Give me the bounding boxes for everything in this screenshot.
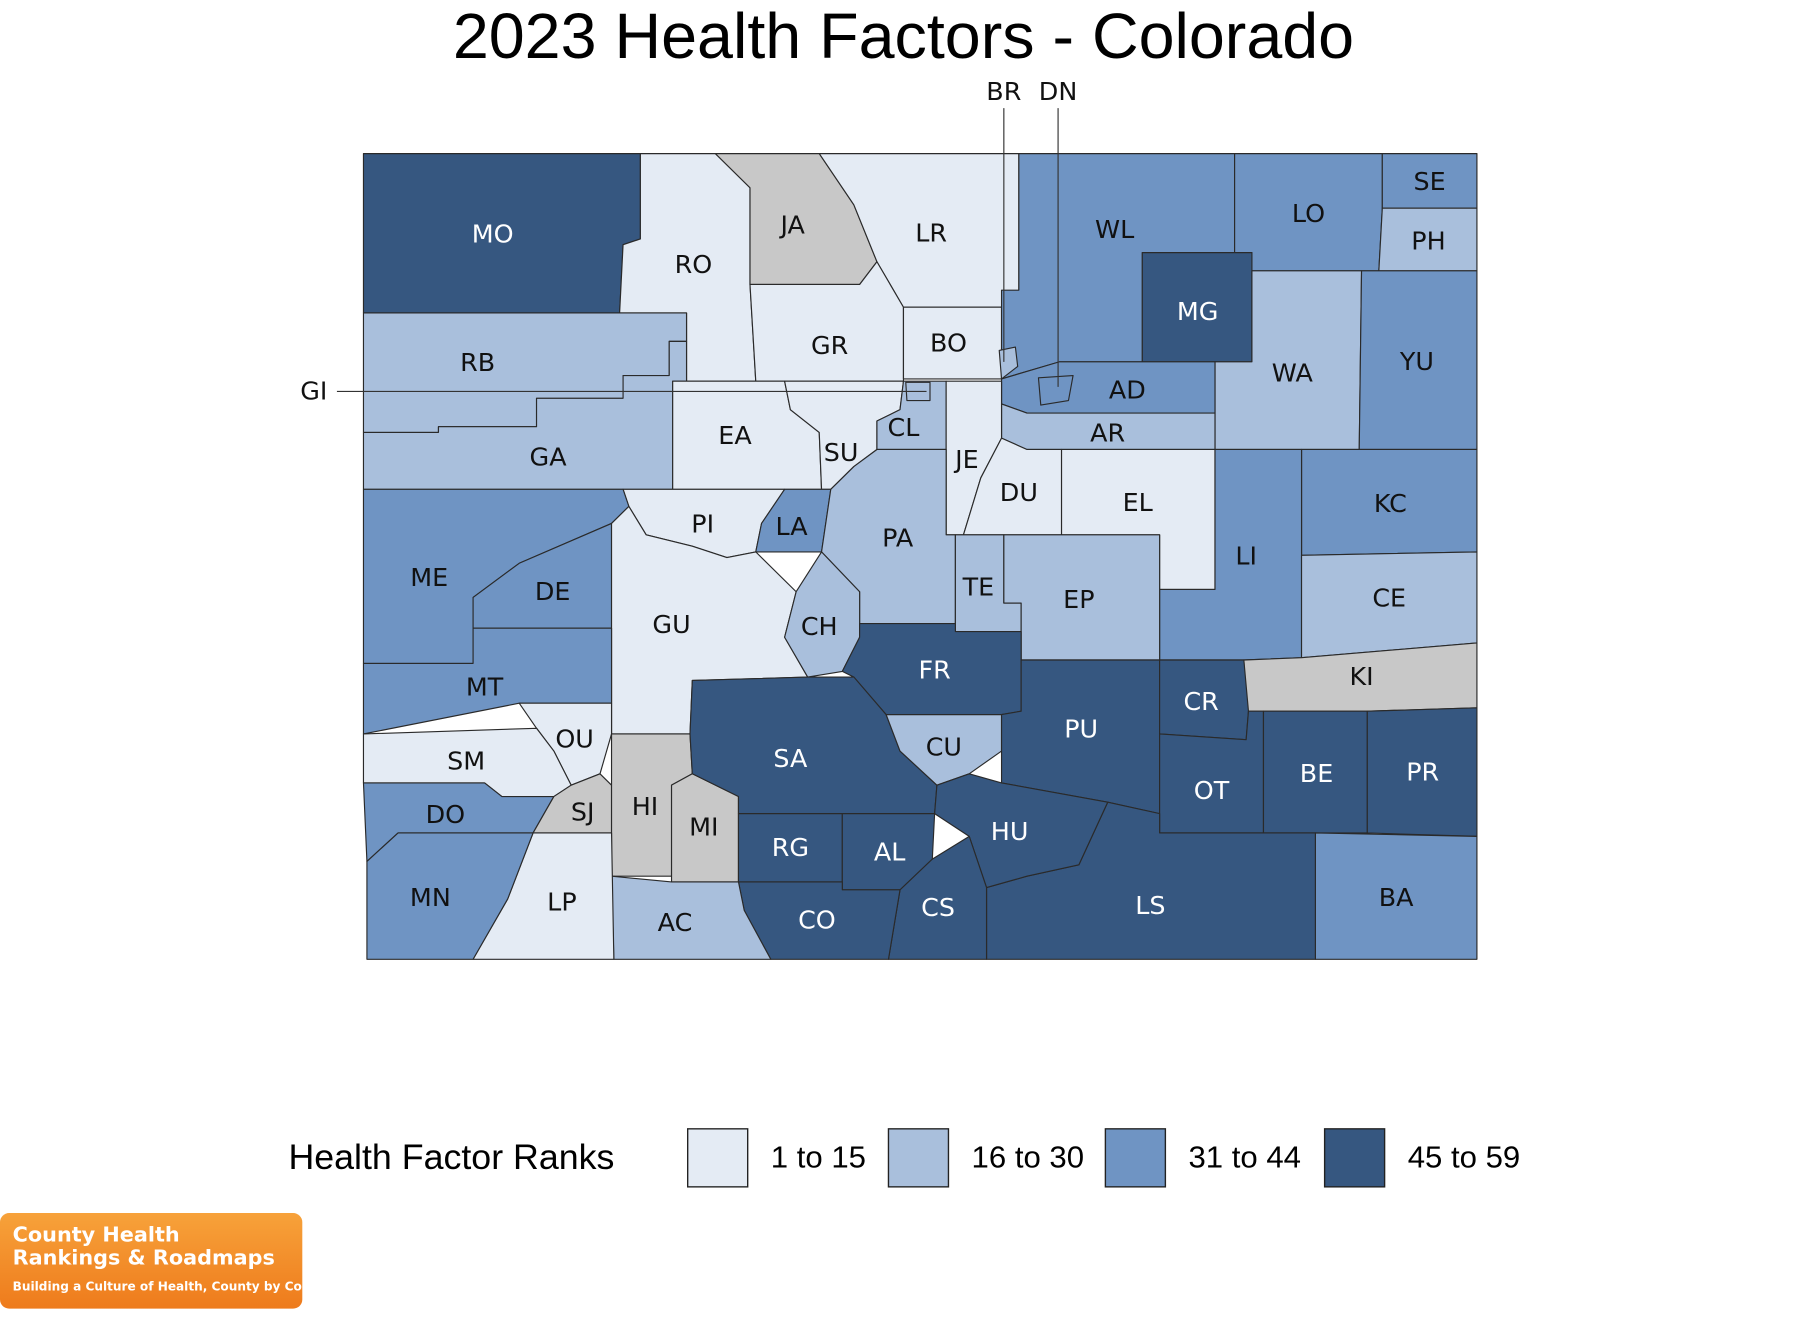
- county-label: AD: [1109, 376, 1146, 405]
- county-label: CR: [1183, 687, 1218, 716]
- county-label: PH: [1411, 226, 1445, 255]
- county-label: LS: [1135, 891, 1165, 920]
- county-label: TE: [962, 572, 995, 601]
- legend-swatch: [686, 1128, 749, 1188]
- county-label: WA: [1272, 358, 1314, 387]
- counties: [362, 153, 1478, 960]
- county: [366, 832, 534, 960]
- county-label: JE: [953, 445, 979, 474]
- logo: County Health Rankings & Roadmaps Buildi…: [0, 1213, 333, 1309]
- county-label: OT: [1194, 776, 1230, 805]
- county-label: CL: [888, 413, 920, 442]
- county-label: HU: [991, 817, 1029, 846]
- county: [934, 773, 1109, 889]
- county-label: HI: [632, 792, 659, 821]
- county-label: CO: [798, 906, 836, 935]
- county-label: OU: [555, 725, 594, 754]
- county-label: LR: [915, 219, 947, 248]
- county-label: KC: [1374, 489, 1407, 518]
- county-label: CH: [801, 612, 838, 641]
- county-label: LO: [1292, 199, 1325, 228]
- logo-line: County Health: [13, 1223, 180, 1247]
- county-label: BE: [1300, 759, 1333, 788]
- legend-label: 31 to 44: [1188, 1140, 1301, 1175]
- county-label: FR: [918, 655, 950, 684]
- county-label: BA: [1379, 883, 1415, 912]
- county-label: PU: [1064, 715, 1098, 744]
- legend-label: 45 to 59: [1408, 1140, 1521, 1175]
- county-labels: MO RO JA LR GR BO WL LO SE PH MG WA YU AD AR RB GA EA SU CL…: [300, 77, 1445, 936]
- county-label: PI: [691, 510, 714, 539]
- title: 2023 Health Factors - Colorado: [453, 0, 1354, 71]
- county-label: RB: [460, 348, 495, 377]
- legend-swatch: [1323, 1128, 1386, 1188]
- legend-swatch: [1104, 1128, 1167, 1188]
- county-label: EP: [1063, 585, 1094, 614]
- logo-badge: [0, 1213, 303, 1309]
- county-label: RG: [772, 833, 809, 862]
- county-label: DO: [426, 800, 466, 829]
- county-label: GI: [300, 377, 327, 406]
- county-label: SA: [773, 744, 808, 773]
- legend-label: 1 to 15: [771, 1140, 866, 1175]
- county-label: MT: [466, 673, 504, 702]
- county-label: BO: [930, 329, 967, 358]
- county-label: EA: [718, 421, 752, 450]
- logo-tagline: Building a Culture of Health, County by …: [13, 1280, 333, 1294]
- county-label: EL: [1123, 488, 1153, 517]
- county-label: BR: [986, 77, 1021, 106]
- county-label: SJ: [571, 798, 595, 827]
- county: [755, 488, 832, 553]
- county-label: SU: [824, 438, 859, 467]
- county-label: MI: [689, 813, 718, 842]
- legend-title: Health Factor Ranks: [288, 1137, 614, 1177]
- county-label: DE: [535, 577, 571, 606]
- logo-line: Rankings & Roadmaps: [13, 1246, 275, 1270]
- county-label: MG: [1177, 297, 1219, 326]
- county-label: PA: [882, 523, 914, 552]
- legend-swatch: [887, 1128, 950, 1188]
- county-label: PR: [1406, 758, 1439, 787]
- county-label: JA: [778, 211, 805, 240]
- county-label: DN: [1039, 77, 1078, 106]
- county-label: RO: [675, 250, 713, 279]
- county-label: WL: [1095, 215, 1134, 244]
- county-label: MN: [410, 883, 451, 912]
- legend: 1 to 15 16 to 30 31 to 44 45 to 59: [686, 1128, 1521, 1188]
- county-label: CS: [921, 893, 955, 922]
- county-label: CE: [1372, 584, 1406, 613]
- county-label: MO: [472, 220, 514, 249]
- county-label: KI: [1349, 662, 1373, 691]
- county-label: LP: [547, 888, 576, 917]
- county: [362, 627, 613, 735]
- county-label: YU: [1399, 347, 1434, 376]
- county-label: AR: [1090, 419, 1125, 448]
- county-label: SE: [1414, 167, 1446, 196]
- county: [1037, 374, 1074, 406]
- county-label: LI: [1235, 542, 1257, 571]
- county-label: ME: [410, 563, 448, 592]
- county-label: GU: [652, 610, 690, 639]
- legend-label: 16 to 30: [972, 1140, 1085, 1175]
- county-label: LA: [775, 512, 808, 541]
- county-label: GR: [811, 331, 848, 360]
- county-label: GA: [530, 443, 568, 472]
- county-label: SM: [447, 747, 485, 776]
- county-label: DU: [1000, 478, 1038, 507]
- county-label: CU: [926, 733, 962, 762]
- county-label: AL: [874, 838, 906, 867]
- county-label: AC: [658, 908, 693, 937]
